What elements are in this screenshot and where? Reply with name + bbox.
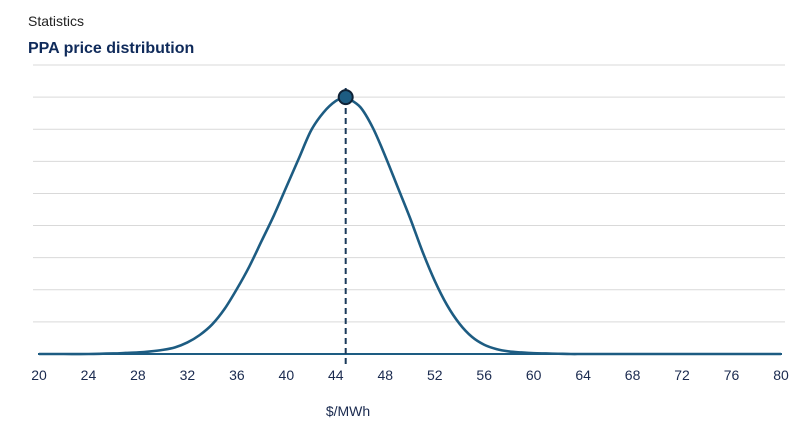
x-tick-label: 68	[625, 367, 641, 383]
x-tick-label: 40	[279, 367, 295, 383]
x-tick-label: 32	[180, 367, 196, 383]
x-tick-label: 72	[674, 367, 690, 383]
x-tick-label: 52	[427, 367, 443, 383]
x-tick-label: 20	[31, 367, 47, 383]
x-tick-label: 44	[328, 367, 344, 383]
chart-kicker: Statistics	[28, 13, 85, 29]
peak-marker-group	[337, 88, 354, 366]
x-tick-label: 56	[476, 367, 492, 383]
x-tick-label: 60	[526, 367, 542, 383]
x-tick-label: 24	[81, 367, 97, 383]
chart-title: PPA price distribution	[28, 40, 195, 57]
x-tick-label: 28	[130, 367, 146, 383]
x-axis-title: $/MWh	[326, 403, 370, 419]
x-axis-ticks: 20 24 28 32 36 40 44 48 52 56 60 64 68 72 76 80	[31, 367, 789, 383]
grid-lines	[33, 64, 785, 355]
peak-point	[337, 89, 354, 106]
x-tick-label: 48	[377, 367, 393, 383]
x-tick-label: 64	[575, 367, 591, 383]
x-tick-label: 36	[229, 367, 245, 383]
x-tick-label: 80	[773, 367, 789, 383]
x-tick-label: 76	[724, 367, 740, 383]
